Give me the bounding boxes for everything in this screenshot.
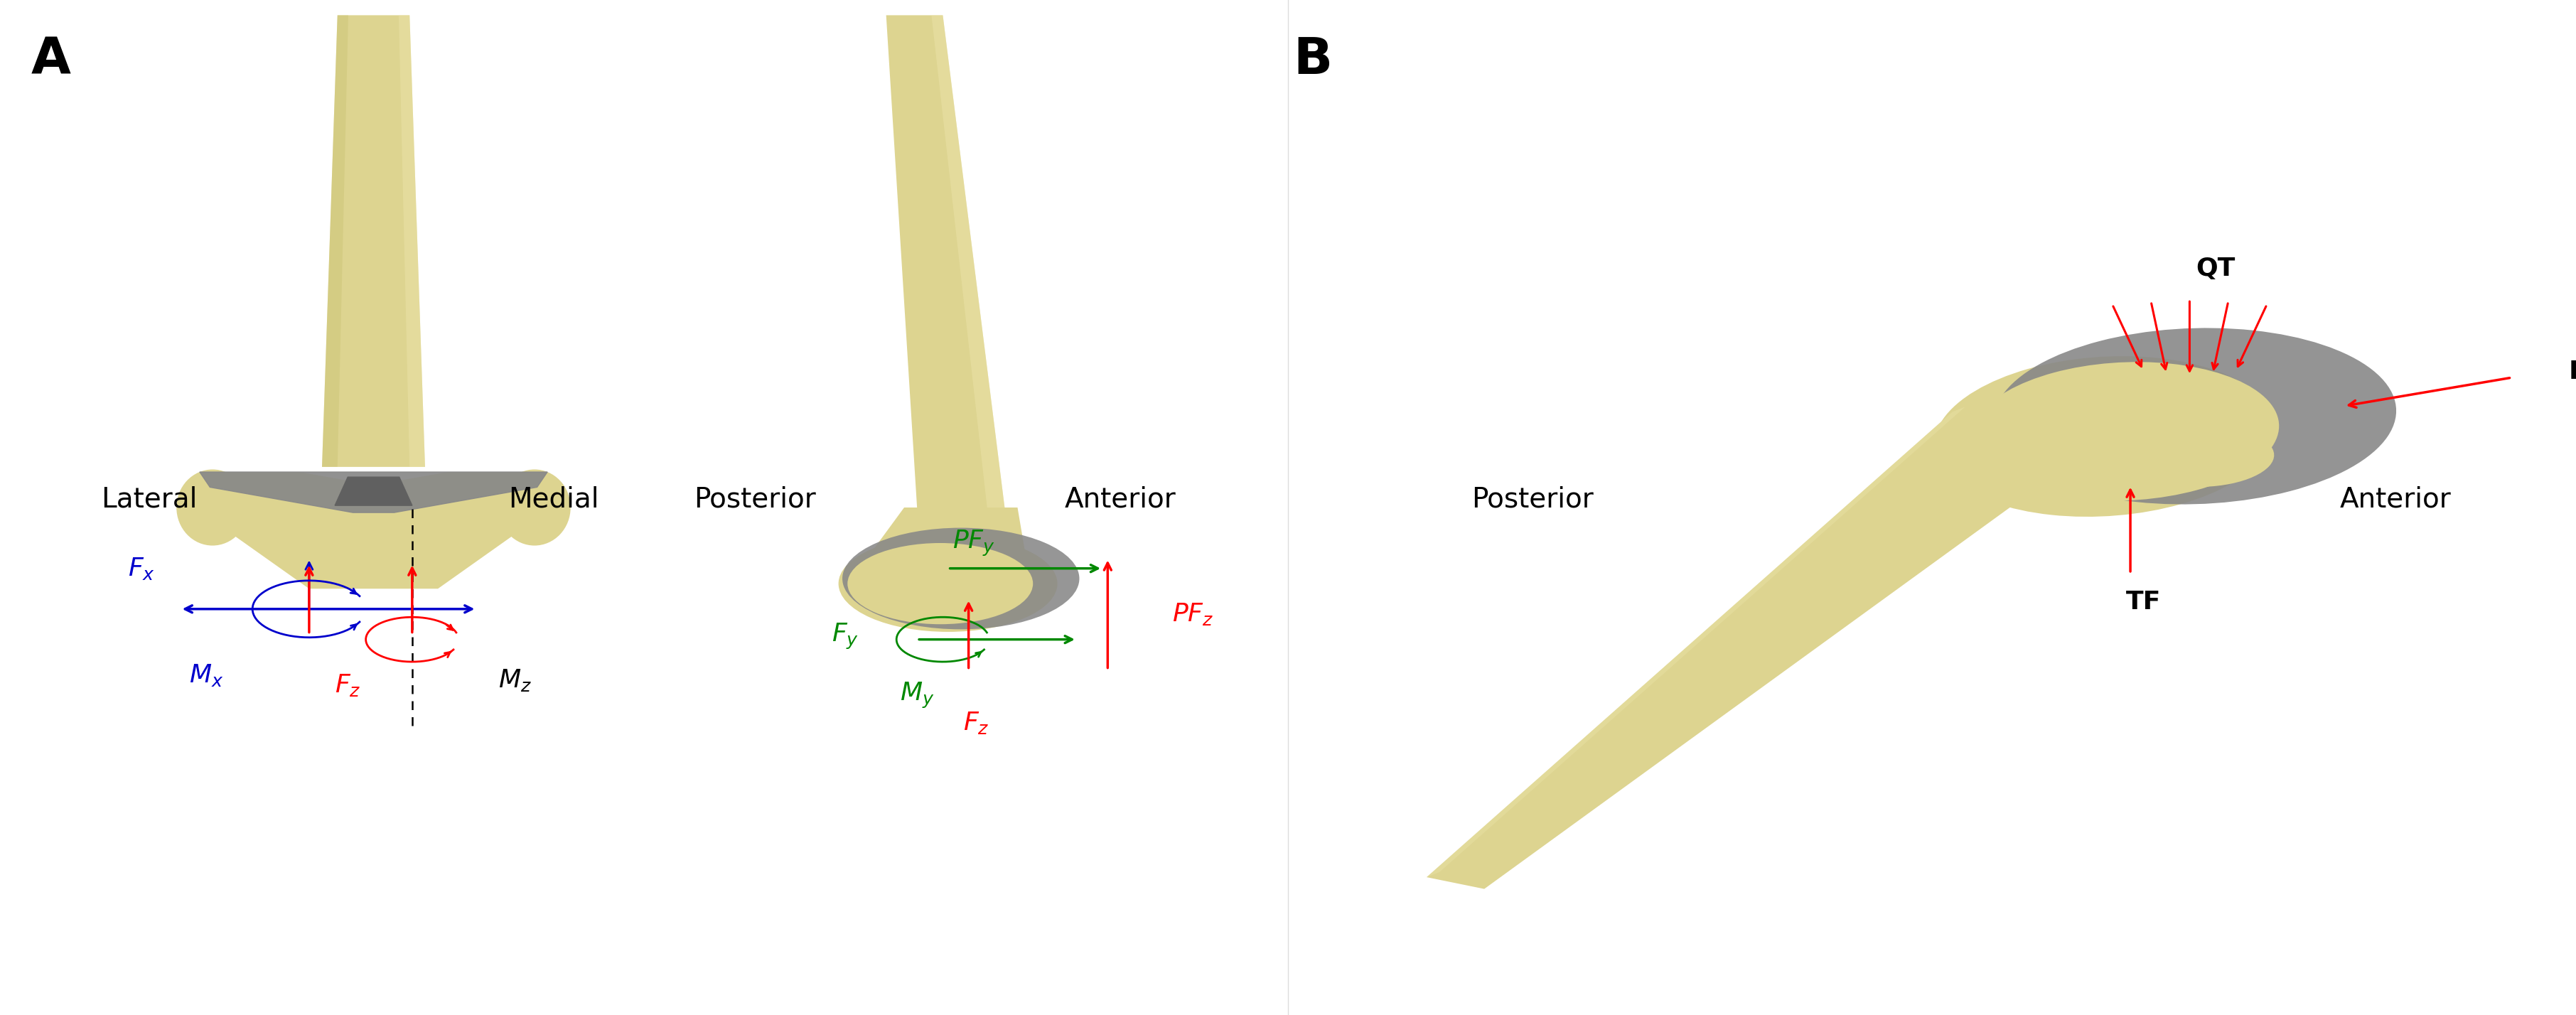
Text: $M_x$: $M_x$: [188, 662, 224, 688]
Text: $F_z$: $F_z$: [335, 672, 361, 698]
Polygon shape: [322, 15, 425, 467]
Text: $F_x$: $F_x$: [129, 555, 155, 582]
Polygon shape: [1427, 407, 1965, 877]
Ellipse shape: [848, 543, 1033, 624]
Polygon shape: [886, 15, 1005, 507]
Text: Anterior: Anterior: [1064, 486, 1177, 513]
Polygon shape: [193, 472, 551, 589]
Polygon shape: [1427, 412, 2099, 889]
Ellipse shape: [500, 469, 572, 546]
Polygon shape: [933, 15, 1005, 507]
Ellipse shape: [842, 528, 1079, 629]
Ellipse shape: [1935, 356, 2275, 517]
Text: A: A: [31, 36, 70, 84]
Text: Posterior: Posterior: [693, 486, 817, 513]
Text: PF: PF: [2568, 359, 2576, 384]
Ellipse shape: [1994, 328, 2396, 504]
Text: QT: QT: [2195, 257, 2236, 281]
Text: Anterior: Anterior: [2339, 486, 2452, 513]
Polygon shape: [399, 15, 425, 467]
Ellipse shape: [175, 469, 247, 546]
Text: $PF_y$: $PF_y$: [953, 529, 994, 557]
Text: $F_z$: $F_z$: [963, 709, 989, 736]
Text: Posterior: Posterior: [1471, 486, 1595, 513]
Text: $PF_z$: $PF_z$: [1172, 601, 1213, 627]
Polygon shape: [335, 477, 412, 505]
Ellipse shape: [1971, 362, 2280, 500]
Text: $F_y$: $F_y$: [832, 622, 858, 651]
Polygon shape: [322, 15, 348, 467]
Polygon shape: [871, 508, 1025, 553]
Ellipse shape: [2130, 426, 2275, 487]
Text: TF: TF: [2125, 590, 2161, 614]
Text: $M_y$: $M_y$: [899, 681, 935, 709]
Text: B: B: [1293, 36, 1332, 84]
Text: Lateral: Lateral: [100, 486, 198, 513]
Text: Medial: Medial: [507, 486, 600, 513]
Ellipse shape: [840, 536, 1059, 631]
Text: $M_z$: $M_z$: [500, 667, 531, 693]
Polygon shape: [201, 472, 546, 513]
